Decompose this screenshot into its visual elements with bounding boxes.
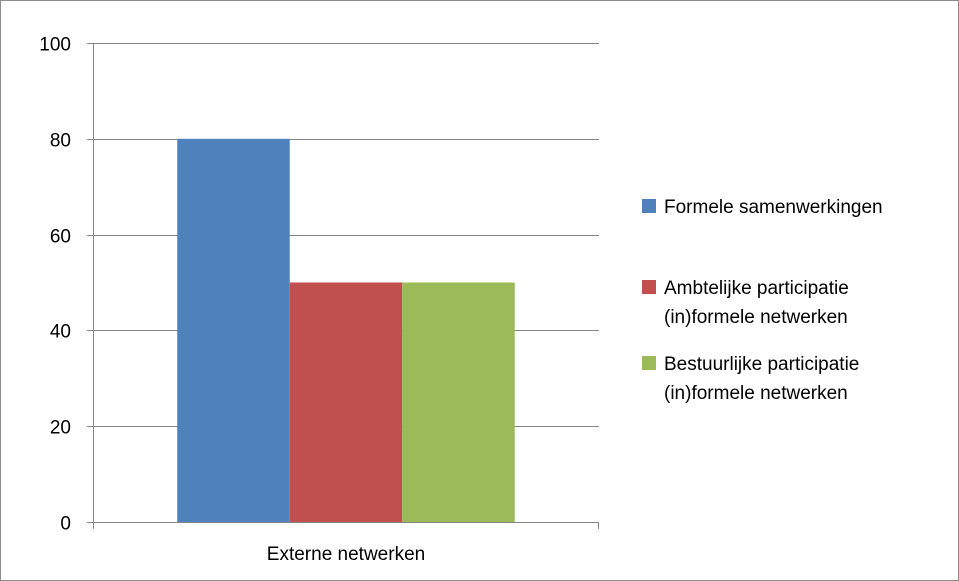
- y-tick-label: 0: [60, 514, 71, 535]
- legend-label: (in)formele netwerken: [664, 383, 848, 404]
- legend-label: (in)formele netwerken: [664, 307, 848, 328]
- legend-swatch: [642, 356, 656, 370]
- bar: [177, 138, 290, 523]
- legend-label: Ambtelijke participatie: [664, 278, 849, 299]
- bar: [402, 282, 515, 522]
- bars: [177, 138, 515, 523]
- y-tick-label: 20: [50, 418, 71, 439]
- axes: [87, 43, 599, 529]
- bar: [289, 282, 403, 522]
- legend-label: Formele samenwerkingen: [664, 197, 883, 218]
- legend-swatch: [642, 280, 656, 294]
- y-tick-label: 100: [39, 35, 71, 56]
- axis-labels: 0 20 40 60 80 100 Externe netwerken: [39, 35, 425, 566]
- y-tick-label: 60: [50, 227, 71, 248]
- y-tick-label: 80: [50, 131, 71, 152]
- x-tick-label: Externe netwerken: [267, 544, 425, 565]
- legend-label: Bestuurlijke participatie: [664, 354, 859, 375]
- y-tick-label: 40: [50, 322, 71, 343]
- legend-swatch: [642, 199, 656, 213]
- legend: Formele samenwerkingen Ambtelijke partici…: [642, 197, 883, 404]
